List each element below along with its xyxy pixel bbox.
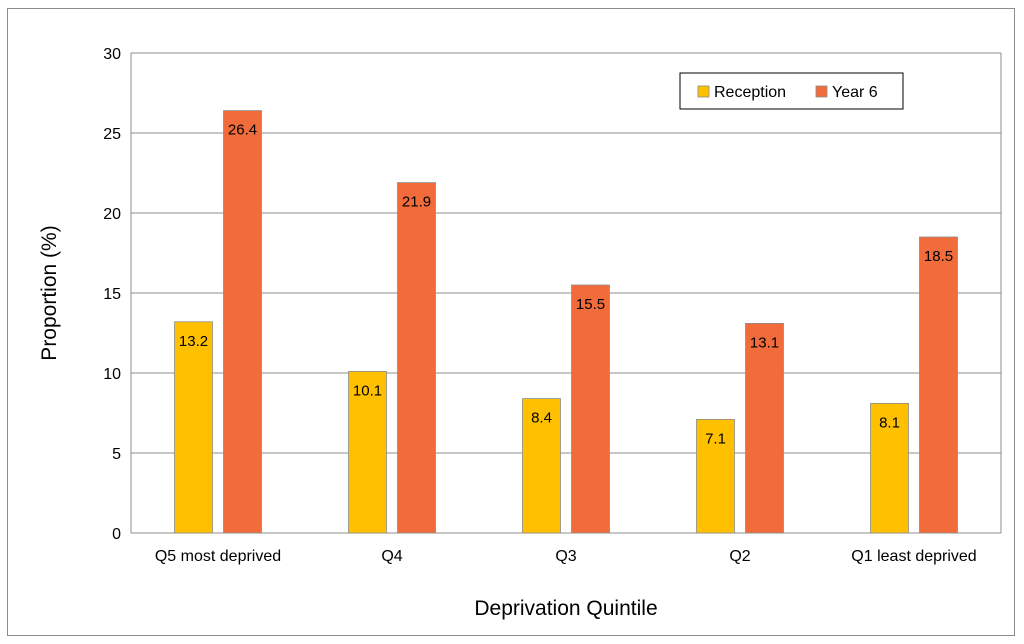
y-tick-label: 20 <box>103 206 121 223</box>
x-axis-title: Deprivation Quintile <box>474 597 657 620</box>
y-axis-title: Proportion (%) <box>38 225 61 360</box>
y-tick-label: 0 <box>112 526 121 543</box>
bar-year-6 <box>745 322 784 534</box>
data-label: 26.4 <box>228 122 257 139</box>
data-labels: 13.2 26.4 10.1 21.9 8.4 15.5 7.1 13.1 8.1 18.5 <box>179 122 953 448</box>
data-label: 8.4 <box>531 410 552 427</box>
data-label: 21.9 <box>402 194 431 211</box>
legend: Reception Year 6 <box>679 72 904 110</box>
bar-reception <box>348 370 387 534</box>
data-label: 13.1 <box>750 334 779 351</box>
x-tick-label: Q4 <box>381 548 402 565</box>
bar-reception <box>696 418 735 534</box>
legend-label: Reception <box>714 84 786 101</box>
x-tick-label: Q5 most deprived <box>155 548 281 565</box>
bar-year-6 <box>571 284 610 534</box>
legend-label: Year 6 <box>832 84 878 101</box>
data-label: 10.1 <box>353 382 382 399</box>
data-label: 15.5 <box>576 296 605 313</box>
y-tick-label: 15 <box>103 286 121 303</box>
legend-swatch <box>815 85 828 98</box>
y-tick-label: 10 <box>103 366 121 383</box>
x-axis-ticks: Q5 most deprived Q4 Q3 Q2 Q1 least deprived <box>155 548 977 565</box>
data-label: 8.1 <box>879 414 900 431</box>
y-axis-ticks: 0 5 10 15 20 25 30 <box>103 46 121 543</box>
bar-year-6 <box>397 182 436 534</box>
bar-reception <box>522 398 561 534</box>
data-label: 18.5 <box>924 248 953 265</box>
data-label: 7.1 <box>705 430 726 447</box>
y-tick-label: 5 <box>112 446 121 463</box>
gridlines <box>130 52 1002 534</box>
legend-box <box>679 72 904 110</box>
bar-year-6 <box>919 236 958 534</box>
y-tick-label: 25 <box>103 126 121 143</box>
x-tick-label: Q2 <box>729 548 750 565</box>
x-tick-label: Q1 least deprived <box>851 548 976 565</box>
bar-reception <box>870 402 909 534</box>
y-tick-label: 30 <box>103 46 121 63</box>
data-label: 13.2 <box>179 333 208 350</box>
bars <box>174 110 958 534</box>
x-tick-label: Q3 <box>555 548 576 565</box>
legend-swatch <box>697 85 710 98</box>
bar-year-6 <box>223 110 262 534</box>
bar-reception <box>174 321 213 534</box>
